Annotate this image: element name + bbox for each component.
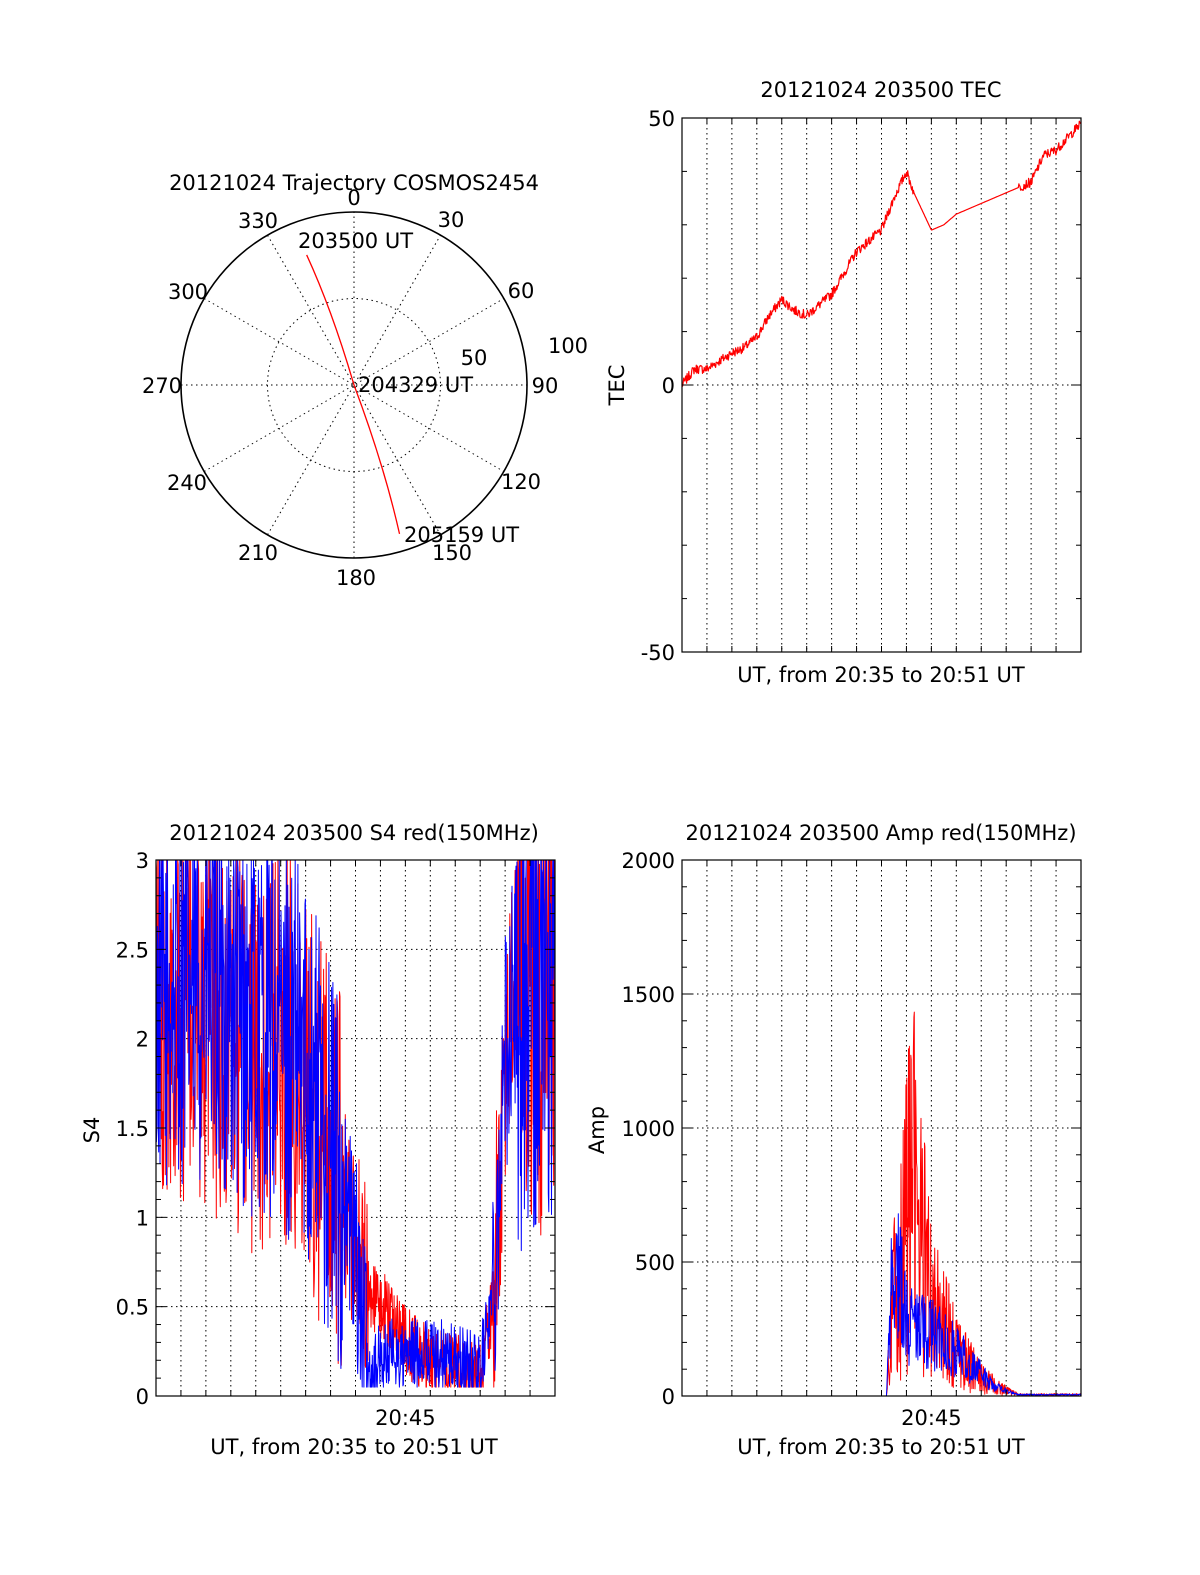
trajectory-line bbox=[306, 254, 401, 535]
s4-ytick-label: 1.5 bbox=[116, 1117, 149, 1141]
amp-series bbox=[681, 1011, 1082, 1397]
tec-line bbox=[681, 120, 1082, 387]
polar-angle-label: 240 bbox=[167, 471, 207, 495]
tec-series bbox=[681, 120, 1082, 387]
tec-ylabel: TEC bbox=[605, 365, 629, 407]
polar-radius-label: 100 bbox=[548, 334, 588, 358]
s4-blue-line bbox=[155, 859, 556, 1388]
amp-plot: 20121024 203500 Amp red(150MHz) 2000 1500… bbox=[585, 821, 1082, 1459]
amp-ytick-label: 500 bbox=[635, 1251, 675, 1275]
tec-plot: 20121024 203500 TEC 50 0 -50 TEC UT, from … bbox=[605, 78, 1082, 687]
tec-grid bbox=[682, 118, 1081, 652]
polar-angle-label: 210 bbox=[238, 541, 278, 565]
s4-frame bbox=[155, 859, 556, 1397]
amp-frame bbox=[681, 859, 1082, 1397]
trajectory-point-label: 205159 UT bbox=[404, 523, 519, 547]
amp-ytick-label: 2000 bbox=[622, 849, 675, 873]
s4-xtick-label: 20:45 bbox=[375, 1406, 436, 1430]
tec-frame bbox=[681, 117, 1082, 653]
polar-angle-labels: 0 30 60 90 120 150 180 210 240 270 300 330 bbox=[142, 186, 558, 590]
s4-xlabel: UT, from 20:35 to 20:51 UT bbox=[210, 1435, 498, 1459]
amp-xlabel: UT, from 20:35 to 20:51 UT bbox=[737, 1435, 1025, 1459]
trajectory-point-label: 203500 UT bbox=[298, 229, 413, 253]
s4-ytick-label: 1 bbox=[136, 1206, 149, 1230]
amp-red-line bbox=[681, 1011, 1082, 1397]
amp-grid bbox=[682, 860, 1081, 1396]
trajectory-point-label: 204329 UT bbox=[358, 373, 473, 397]
s4-title: 20121024 203500 S4 red(150MHz) bbox=[169, 821, 539, 845]
polar-angle-label: 0 bbox=[347, 186, 360, 210]
polar-track: 203500 UT 204329 UT 205159 UT bbox=[298, 229, 519, 547]
s4-plot: 20121024 203500 S4 red(150MHz) 3 2.5 2 1.5 1… bbox=[80, 821, 556, 1459]
polar-angle-label: 270 bbox=[142, 374, 182, 398]
polar-angle-label: 330 bbox=[238, 209, 278, 233]
s4-ytick-label: 2 bbox=[136, 1028, 149, 1052]
polar-radius-labels: 50 100 bbox=[461, 334, 588, 370]
polar-title: 20121024 Trajectory COSMOS2454 bbox=[169, 171, 539, 195]
polar-angle-label: 150 bbox=[432, 541, 472, 565]
s4-series bbox=[155, 859, 556, 1388]
tec-xlabel: UT, from 20:35 to 20:51 UT bbox=[737, 663, 1025, 687]
s4-ytick-label: 2.5 bbox=[116, 938, 149, 962]
tec-ytick-label: 50 bbox=[648, 107, 675, 131]
polar-angle-label: 120 bbox=[501, 470, 541, 494]
amp-ytick-label: 0 bbox=[662, 1385, 675, 1409]
tec-ytick-label: 0 bbox=[662, 374, 675, 398]
tec-axes: 50 0 -50 bbox=[641, 107, 1082, 665]
polar-angle-label: 300 bbox=[168, 280, 208, 304]
polar-radius-label: 50 bbox=[461, 346, 488, 370]
amp-ylabel: Amp bbox=[585, 1106, 609, 1154]
s4-ytick-label: 3 bbox=[136, 849, 149, 873]
amp-title: 20121024 203500 Amp red(150MHz) bbox=[685, 821, 1076, 845]
polar-angle-label: 30 bbox=[438, 208, 465, 232]
polar-plot: 20121024 Trajectory COSMOS2454 0 30 60 90 12… bbox=[142, 171, 588, 590]
s4-ytick-label: 0.5 bbox=[116, 1296, 149, 1320]
polar-angle-label: 180 bbox=[336, 566, 376, 590]
amp-ytick-label: 1000 bbox=[622, 1117, 675, 1141]
s4-ytick-label: 0 bbox=[136, 1385, 149, 1409]
s4-ylabel: S4 bbox=[80, 1117, 104, 1144]
amp-xtick-label: 20:45 bbox=[901, 1406, 962, 1430]
amp-ytick-label: 1500 bbox=[622, 983, 675, 1007]
tec-ytick-label: -50 bbox=[641, 641, 675, 665]
polar-grid bbox=[180, 211, 528, 559]
polar-angle-label: 90 bbox=[532, 374, 559, 398]
polar-angle-label: 60 bbox=[508, 279, 535, 303]
amp-axes: 2000 1500 1000 500 0 20:45 bbox=[622, 849, 1082, 1430]
tec-title: 20121024 203500 TEC bbox=[760, 78, 1001, 102]
s4-axes: 3 2.5 2 1.5 1 0.5 0 20:45 bbox=[116, 849, 556, 1430]
